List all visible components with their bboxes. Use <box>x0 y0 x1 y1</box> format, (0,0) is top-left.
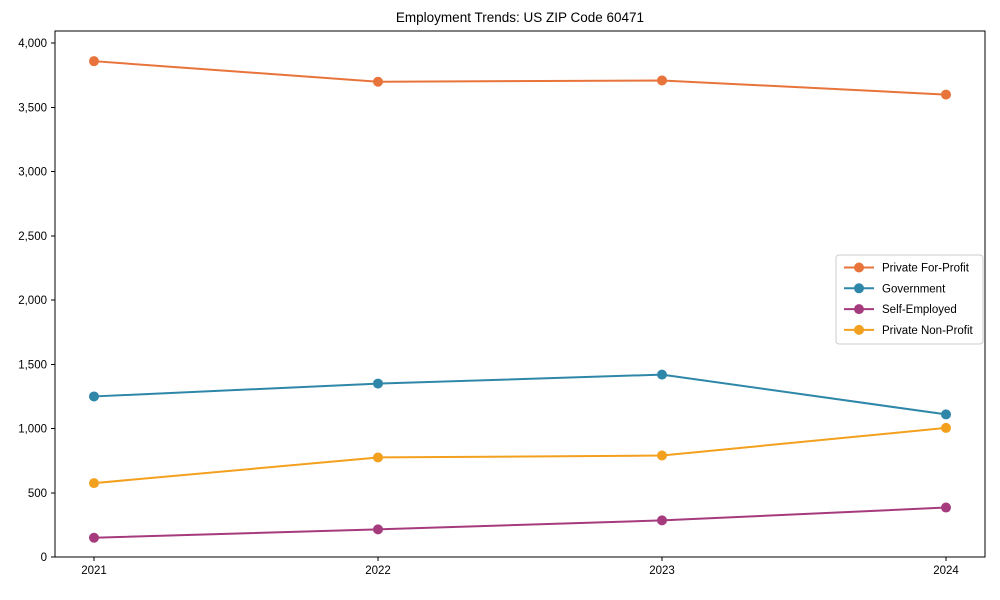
data-point-self-employed-2024 <box>941 502 951 513</box>
legend-item-private-non-profit: Private Non-Profit <box>844 324 974 337</box>
legend-box <box>835 254 984 345</box>
data-point-private-for-profit-2022 <box>373 76 383 87</box>
y-axis-tick-label: 0 <box>41 552 47 564</box>
data-point-private-for-profit-2021 <box>89 56 99 67</box>
legend-marker <box>854 304 864 315</box>
legend: Private For-Profit Government Self-Employe… <box>835 254 984 345</box>
y-axis-tick-label: 2,000 <box>18 295 47 307</box>
legend-marker <box>854 324 864 335</box>
legend-item-self-employed: Self-Employed <box>844 304 957 316</box>
legend-label: Government <box>882 283 946 295</box>
data-point-self-employed-2021 <box>89 532 99 543</box>
y-axis-tick-label: 1,000 <box>18 424 47 436</box>
x-axis-tick-label: 2023 <box>649 565 675 577</box>
data-point-government-2021 <box>89 391 99 402</box>
data-point-government-2024 <box>941 409 951 420</box>
plot-area-border <box>54 30 986 558</box>
series-line-private-non-profit <box>93 426 947 485</box>
y-axis-tick-label: 3,500 <box>18 102 47 114</box>
legend-marker <box>854 283 864 294</box>
data-point-private-non-profit-2024 <box>941 422 951 433</box>
legend-marker <box>854 262 864 273</box>
series-line-government <box>93 373 947 416</box>
legend-item-government: Government <box>844 283 946 295</box>
series-line-self-employed <box>93 506 947 539</box>
data-point-self-employed-2023 <box>657 515 667 526</box>
x-axis-tick-label: 2022 <box>365 565 391 577</box>
x-axis-tick-label: 2021 <box>81 565 107 577</box>
series-line-private-for-profit <box>93 60 947 96</box>
y-axis-tick-label: 2,500 <box>18 231 47 243</box>
x-axis-tick-label: 2024 <box>933 565 959 577</box>
legend-label: Private For-Profit <box>882 263 970 275</box>
legend-item-private-for-profit: Private For-Profit <box>844 262 970 275</box>
y-axis-tick-label: 500 <box>28 488 47 500</box>
legend-label: Private Non-Profit <box>882 325 974 337</box>
data-point-private-for-profit-2024 <box>941 89 951 100</box>
chart-title: Employment Trends: US ZIP Code 60471 <box>395 10 645 25</box>
data-point-self-employed-2022 <box>373 524 383 535</box>
y-axis-tick-label: 4,000 <box>18 38 47 50</box>
y-axis-tick-label: 1,500 <box>18 359 47 371</box>
data-point-private-for-profit-2023 <box>657 75 667 86</box>
data-point-private-non-profit-2023 <box>657 450 667 461</box>
legend-label: Self-Employed <box>882 304 957 316</box>
data-point-private-non-profit-2021 <box>89 478 99 489</box>
data-point-government-2022 <box>373 378 383 389</box>
y-axis-tick-label: 3,000 <box>18 167 47 179</box>
data-point-private-non-profit-2022 <box>373 452 383 463</box>
data-point-government-2023 <box>657 369 667 380</box>
